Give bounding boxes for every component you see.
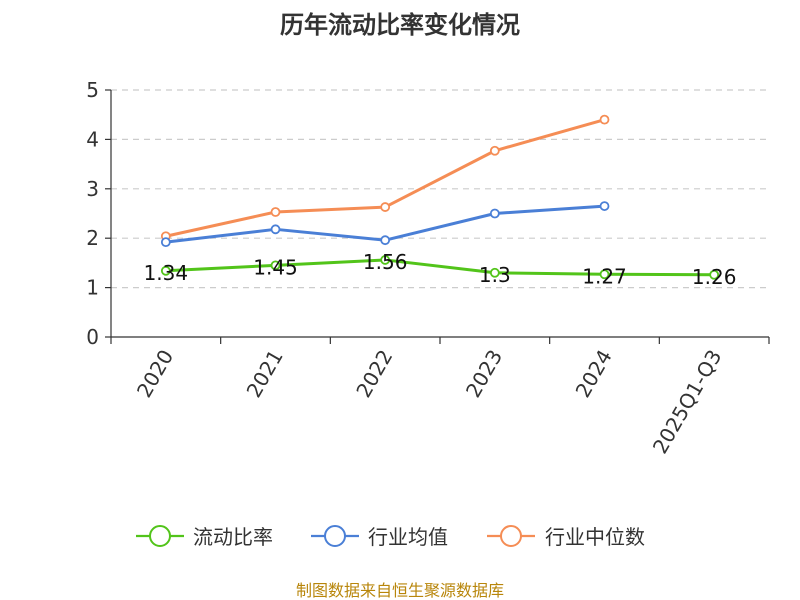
data-point[interactable]: [160, 237, 171, 248]
x-tick-label: 2024: [571, 346, 617, 402]
data-point[interactable]: [380, 235, 391, 246]
data-point[interactable]: [380, 255, 391, 265]
series-line-2: [164, 118, 606, 238]
x-tick-label: 2022: [351, 346, 397, 402]
data-point[interactable]: [270, 224, 281, 235]
data-label: 1.26: [692, 265, 737, 289]
legend-label: 流动比率: [193, 525, 273, 549]
gridlines: [111, 89, 769, 289]
data-point[interactable]: [599, 201, 610, 211]
data-point[interactable]: [380, 202, 391, 212]
legend-marker-icon: [500, 525, 522, 547]
source-credit: 制图数据来自恒生聚源数据库: [296, 581, 504, 600]
y-tick-label: 2: [86, 226, 99, 250]
data-point[interactable]: [160, 265, 171, 276]
x-tick-label: 2025Q1-Q3: [648, 346, 727, 458]
data-label: 1.34: [144, 261, 189, 285]
data-point[interactable]: [489, 267, 500, 278]
series-line-0: [164, 258, 716, 277]
y-tick-label: 5: [86, 78, 99, 102]
x-tick-label: 2023: [461, 346, 507, 402]
data-label: 1.56: [363, 250, 408, 274]
data-labels: 1.34 1.45 1.56 1.3 1.27 1.26: [144, 250, 737, 289]
data-point[interactable]: [489, 208, 500, 219]
data-point[interactable]: [270, 260, 281, 271]
data-label: 1.27: [582, 264, 627, 288]
legend-label: 行业中位数: [545, 525, 645, 549]
axes: 0 1 2 3 4 5 2020 2021 2022 2023 2024 2025Q1-Q3: [86, 78, 770, 458]
data-point[interactable]: [599, 114, 610, 125]
chart-title: 历年流动比率变化情况: [280, 11, 520, 39]
y-tick-label: 4: [86, 127, 99, 151]
y-tick-label: 0: [86, 325, 99, 349]
data-point[interactable]: [599, 269, 610, 280]
legend[interactable]: 流动比率 行业均值 行业中位数: [136, 525, 645, 549]
y-tick-label: 1: [86, 276, 99, 300]
legend-item-0[interactable]: 流动比率: [136, 525, 273, 549]
legend-item-2[interactable]: 行业中位数: [487, 525, 645, 549]
y-tick-label: 3: [86, 177, 99, 201]
legend-label: 行业均值: [368, 525, 448, 549]
data-label: 1.45: [253, 255, 298, 279]
x-tick-label: 2020: [132, 346, 178, 402]
data-point[interactable]: [709, 269, 720, 280]
legend-item-1[interactable]: 行业均值: [311, 525, 448, 549]
data-label: 1.3: [479, 263, 511, 287]
series-lines: [160, 114, 720, 280]
x-tick-label: 2021: [242, 346, 288, 402]
data-point[interactable]: [489, 145, 500, 156]
data-point[interactable]: [270, 207, 281, 217]
legend-marker-icon: [149, 525, 171, 547]
legend-marker-icon: [324, 525, 346, 547]
